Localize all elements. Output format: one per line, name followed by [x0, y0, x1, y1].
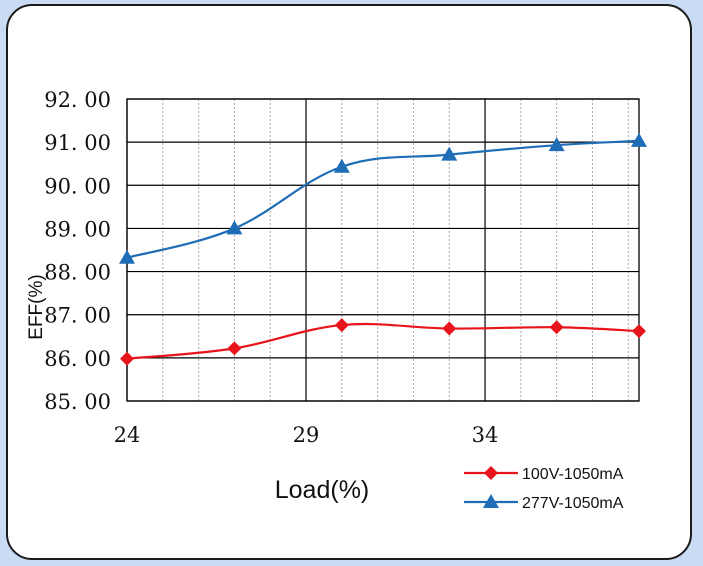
y-axis-ticks: 92. 00 91. 00 90. 00 89. 00 88. 00 87. 00 86. … — [44, 88, 111, 414]
y-tick-label: 90. 00 — [44, 174, 111, 198]
y-tick-label: 89. 00 — [44, 217, 111, 241]
legend: 100V-1050mA 277V-1050mA — [464, 466, 624, 512]
legend-item: 277V-1050mA — [464, 494, 624, 512]
data-point — [548, 137, 565, 152]
y-tick-label: 85. 00 — [44, 390, 111, 414]
x-axis-title: Load(%) — [275, 476, 370, 504]
series-0 — [120, 318, 646, 366]
y-tick-label: 86. 00 — [44, 347, 111, 371]
x-axis-ticks: 24 29 34 — [114, 423, 499, 447]
x-tick-label: 34 — [472, 423, 499, 447]
data-point — [442, 321, 457, 336]
data-point — [119, 249, 135, 264]
series-line — [126, 322, 640, 360]
series-line — [126, 139, 640, 259]
legend-marker — [483, 494, 499, 508]
series-1 — [119, 132, 647, 264]
data-point — [333, 158, 350, 173]
legend-item: 100V-1050mA — [464, 466, 624, 483]
y-axis-title: EFF(%) — [26, 274, 47, 339]
data-point — [120, 351, 134, 366]
data-point — [549, 320, 564, 335]
legend-label: 277V-1050mA — [522, 495, 624, 512]
x-tick-label: 24 — [114, 423, 141, 447]
data-point — [227, 341, 242, 356]
legend-marker — [484, 466, 498, 480]
legend-label: 100V-1050mA — [522, 466, 624, 483]
data-point — [226, 220, 243, 235]
y-tick-label: 91. 00 — [44, 131, 111, 155]
data-point — [441, 146, 458, 161]
data-point — [632, 324, 646, 339]
y-tick-label: 92. 00 — [44, 88, 111, 112]
data-point — [631, 132, 647, 147]
data-point — [334, 318, 349, 333]
y-tick-label: 88. 00 — [44, 261, 111, 285]
y-tick-label: 87. 00 — [44, 304, 111, 328]
x-tick-label: 29 — [293, 423, 320, 447]
series-layer — [119, 132, 647, 366]
chart-frame — [6, 4, 692, 560]
